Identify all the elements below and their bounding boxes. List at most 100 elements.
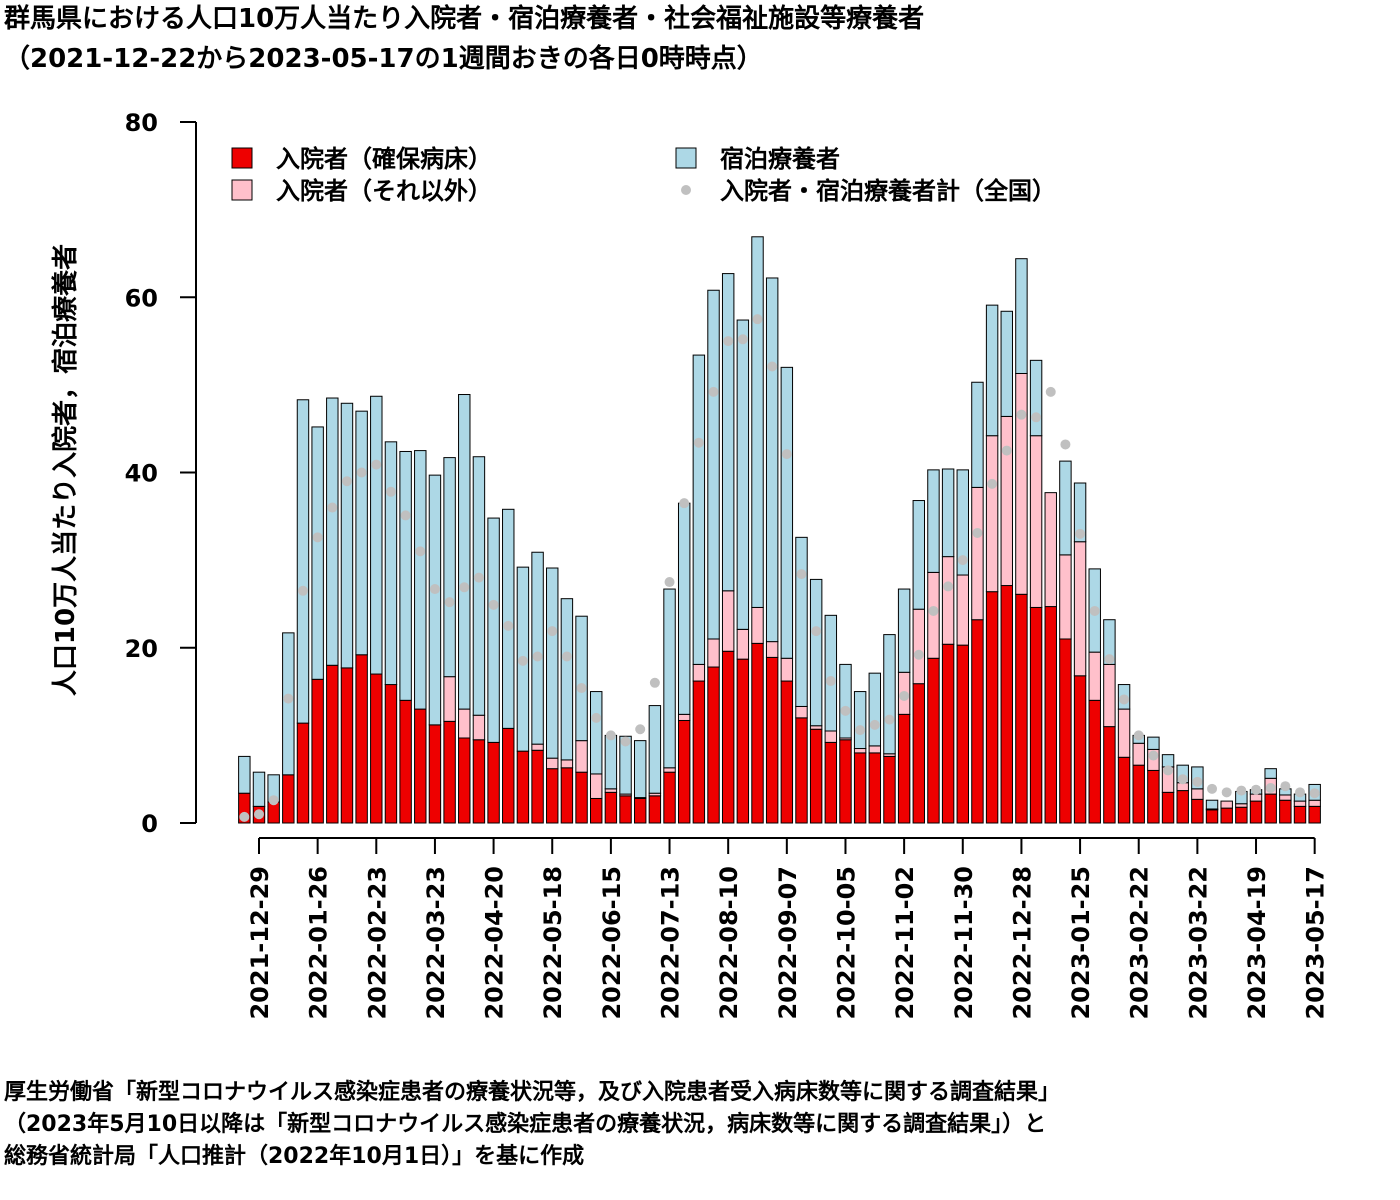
bar-segment-1-32: [692, 680, 706, 824]
x-tick-label: 2022-06-15: [598, 866, 626, 1020]
national-total-point-51: [972, 527, 983, 538]
bar-segment-1-37: [765, 656, 779, 824]
bar-segment-1-62: [1132, 764, 1145, 824]
national-total-point-18: [488, 599, 499, 610]
bar-segment-1-46: [897, 713, 911, 824]
bar-segment-3-64: [1161, 754, 1175, 768]
bar-segment-1-31: [677, 719, 691, 824]
bar-segment-3-26: [604, 734, 618, 790]
national-total-point-57: [1060, 439, 1071, 450]
y-tick-label: 0: [141, 810, 158, 838]
national-total-point-5: [297, 585, 308, 596]
bar-segment-1-43: [853, 752, 867, 824]
legend-box-swatch: [675, 147, 697, 169]
national-total-point-20: [517, 655, 528, 666]
bar-segment-1-73: [1293, 805, 1307, 824]
national-total-point-35: [737, 334, 748, 345]
national-total-point-36: [752, 314, 763, 325]
national-total-point-26: [605, 730, 616, 741]
bar-segment-1-27: [619, 795, 632, 824]
bar-segment-3-13: [414, 450, 427, 710]
bar-segment-1-49: [941, 643, 955, 824]
bar-segment-3-38: [780, 366, 794, 659]
bar-segment-2-30: [663, 767, 676, 773]
bar-segment-1-34: [721, 650, 735, 824]
bar-segment-2-62: [1132, 742, 1145, 766]
x-tick-label: 2022-02-23: [363, 866, 391, 1020]
bar-segment-1-66: [1191, 798, 1204, 824]
bar-segment-3-12: [399, 450, 412, 701]
x-tick-label: 2022-04-20: [481, 866, 509, 1020]
bar-segment-2-69: [1235, 803, 1248, 808]
national-total-point-12: [400, 510, 411, 521]
bar-segment-3-54: [1015, 258, 1028, 374]
bar-segment-3-35: [736, 319, 750, 630]
bar-segment-1-48: [927, 657, 940, 824]
bar-segment-1-42: [839, 739, 852, 824]
national-total-point-58: [1075, 528, 1086, 539]
bar-segment-2-70: [1249, 793, 1263, 802]
x-tick-label: 2022-12-28: [1008, 866, 1036, 1020]
bar-segment-3-27: [619, 735, 632, 795]
bar-segment-1-40: [809, 728, 823, 824]
legend-label: 入院者（確保病床）: [276, 145, 492, 173]
x-tick-label: 2022-11-30: [950, 866, 978, 1020]
bar-segment-1-57: [1059, 638, 1072, 824]
national-total-point-69: [1236, 785, 1247, 796]
bar-segment-2-34: [721, 590, 735, 652]
bar-segment-3-36: [751, 236, 764, 608]
bar-segment-2-22: [546, 757, 559, 770]
y-tick-label: 60: [125, 284, 158, 312]
bar-segment-2-56: [1044, 492, 1057, 608]
national-total-point-34: [723, 336, 734, 347]
bar-segment-2-21: [531, 743, 544, 751]
national-total-point-8: [341, 476, 352, 487]
bar-segment-2-51: [971, 486, 984, 621]
x-tick-label: 2023-02-22: [1126, 866, 1154, 1020]
bar-segment-2-25: [590, 773, 603, 799]
source-note-line1: 厚生労働省「新型コロナウイルス感染症患者の療養状況等，及び入院患者受入病床数等に…: [4, 1080, 1061, 1105]
bar-segment-3-32: [692, 354, 706, 665]
bar-segment-1-54: [1015, 593, 1028, 824]
national-total-point-70: [1251, 784, 1262, 795]
bar-segment-1-64: [1161, 791, 1175, 824]
national-total-point-47: [913, 649, 924, 660]
national-total-point-50: [957, 555, 968, 566]
bar-segment-1-63: [1147, 769, 1160, 824]
bar-segment-2-53: [1000, 415, 1013, 587]
x-tick-label: 2023-01-25: [1067, 866, 1095, 1020]
bars: [238, 236, 1321, 824]
bar-segment-3-11: [384, 441, 398, 686]
bar-segment-3-17: [472, 456, 486, 716]
national-total-point-54: [1016, 409, 1027, 420]
bar-segment-3-2: [252, 771, 266, 807]
bar-segment-3-52: [985, 304, 999, 437]
national-total-point-37: [767, 361, 778, 372]
x-tick-label: 2022-07-13: [657, 866, 685, 1020]
national-total-point-28: [635, 724, 646, 735]
bar-segment-3-37: [765, 277, 779, 643]
bar-segment-2-47: [912, 608, 926, 685]
bar-segment-1-4: [282, 774, 295, 824]
national-total-point-67: [1207, 783, 1218, 794]
bar-segment-3-40: [809, 578, 823, 727]
national-total-point-16: [459, 582, 470, 593]
bar-segment-2-15: [443, 676, 456, 722]
national-total-point-25: [591, 712, 602, 723]
national-total-point-42: [840, 705, 851, 716]
national-total-point-73: [1295, 787, 1306, 798]
bar-segment-3-63: [1147, 736, 1160, 750]
national-total-point-48: [928, 605, 939, 616]
bar-segment-3-28: [633, 740, 647, 799]
bar-segment-1-24: [575, 771, 588, 824]
x-tick-label: 2023-05-17: [1302, 866, 1330, 1020]
bar-segment-2-49: [941, 556, 955, 645]
x-tick-label: 2022-10-05: [832, 866, 860, 1020]
bar-segment-3-67: [1205, 799, 1219, 810]
bar-segment-3-47: [912, 500, 926, 610]
legend-label: 入院者（それ以外）: [276, 177, 492, 205]
bar-segment-3-10: [370, 395, 383, 675]
bar-segment-2-31: [677, 713, 691, 721]
bar-segment-3-6: [311, 426, 324, 680]
bar-segment-1-50: [956, 644, 969, 824]
